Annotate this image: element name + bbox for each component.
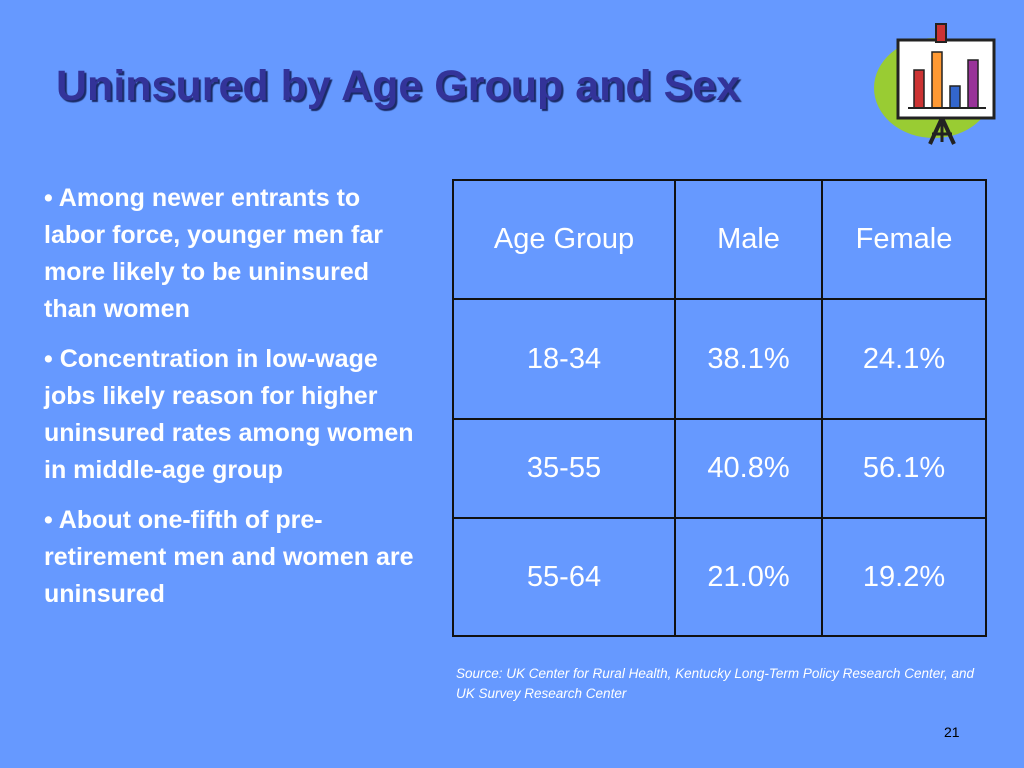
data-table-container: Age Group Male Female 18-34 38.1% 24.1% … (452, 179, 987, 637)
table-cell: 38.1% (674, 298, 823, 420)
bullet-list: • Among newer entrants to labor force, y… (44, 180, 424, 626)
presentation-chart-easel-icon (874, 23, 996, 145)
uninsured-table: Age Group Male Female 18-34 38.1% 24.1% … (452, 179, 987, 637)
bullet-item: • Among newer entrants to labor force, y… (44, 184, 383, 323)
table-cell: 24.1% (821, 298, 987, 420)
table-cell: 35-55 (452, 418, 676, 519)
page-number: 21 (944, 724, 960, 740)
bullet-item: • Concentration in low-wage jobs likely … (44, 345, 414, 484)
slide-title: Uninsured by Age Group and Sex (56, 62, 741, 110)
table-row: 55-64 21.0% 19.2% (452, 517, 987, 637)
table-cell: 55-64 (452, 517, 676, 637)
table-row: 35-55 40.8% 56.1% (452, 418, 987, 519)
table-cell: 40.8% (674, 418, 823, 519)
table-cell: 18-34 (452, 298, 676, 420)
table-cell: 19.2% (821, 517, 987, 637)
table-header-cell: Female (821, 179, 987, 300)
table-header-row: Age Group Male Female (452, 179, 987, 300)
table-header-cell: Age Group (452, 179, 676, 300)
table-header-cell: Male (674, 179, 823, 300)
table-row: 18-34 38.1% 24.1% (452, 298, 987, 420)
table-cell: 56.1% (821, 418, 987, 519)
bullet-item: • About one-fifth of pre-retirement men … (44, 506, 414, 608)
table-cell: 21.0% (674, 517, 823, 637)
source-note: Source: UK Center for Rural Health, Kent… (456, 666, 974, 701)
